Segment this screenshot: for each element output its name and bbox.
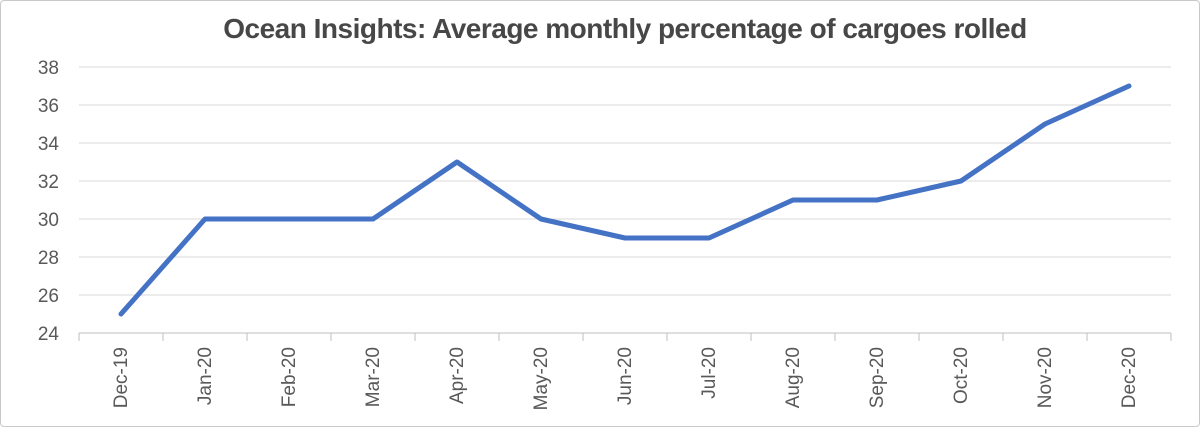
x-tick-label: Mar-20 [363,347,384,407]
y-tick-label: 34 [38,134,60,155]
x-tick-label: Jun-20 [615,347,636,405]
x-tick-label: Dec-19 [111,347,132,408]
x-tick-label: Oct-20 [951,347,972,404]
y-tick-label: 28 [38,248,59,269]
y-tick-label: 30 [38,210,59,231]
x-tick-label: Jul-20 [699,347,720,399]
chart-title: Ocean Insights: Average monthly percenta… [223,13,1027,44]
x-tick-label: Jan-20 [195,347,216,405]
x-tick-label: May-20 [531,347,552,410]
x-tick-label: Apr-20 [447,347,468,404]
y-tick-label: 36 [38,96,59,117]
x-tick-label: Feb-20 [279,347,300,407]
x-tick-label: Dec-20 [1119,347,1140,408]
y-tick-label: 32 [38,172,59,193]
x-tick-label: Aug-20 [783,347,804,408]
data-line [118,83,1132,317]
y-tick-label: 24 [38,324,60,345]
x-tick-label: Nov-20 [1035,347,1056,408]
x-tick-label: Sep-20 [867,347,888,408]
y-tick-label: 26 [38,286,59,307]
y-tick-label: 38 [38,58,59,79]
